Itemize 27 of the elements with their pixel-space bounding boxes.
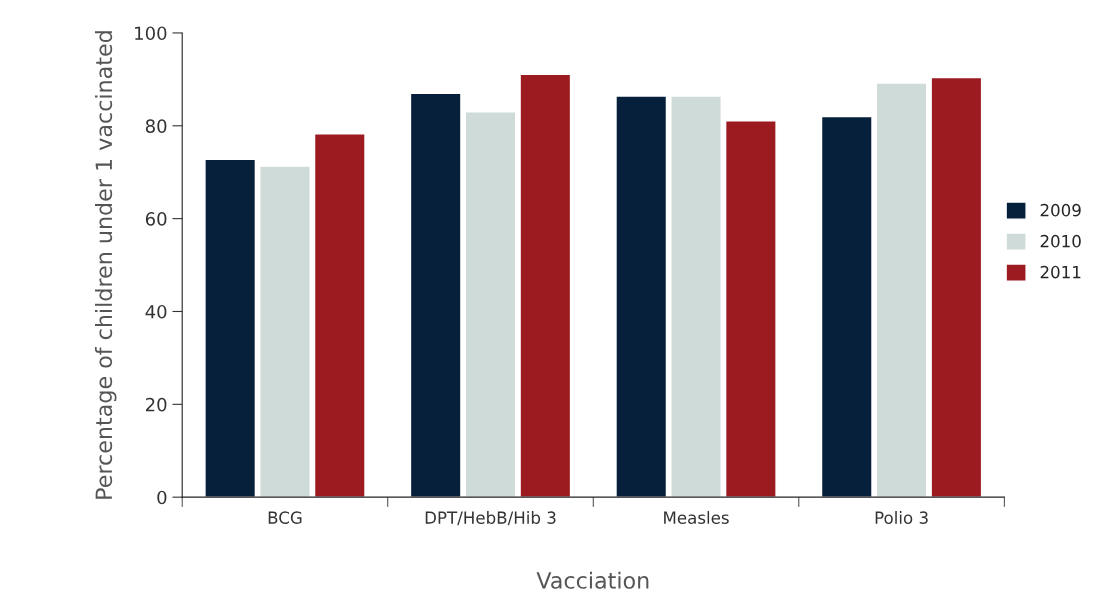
y-tick-label: 80: [145, 119, 167, 133]
y-tick-label: 100: [135, 26, 167, 41]
bar: [875, 82, 928, 498]
x-axis-title: Vacciation: [536, 571, 649, 589]
x-tick-label: Polio 3: [875, 511, 928, 524]
x-tick-label: BCG: [268, 511, 302, 524]
legend-label: 2010: [1040, 234, 1081, 248]
bar: [313, 132, 366, 498]
y-tick-label: 20: [145, 397, 167, 412]
bar: [519, 73, 572, 498]
x-tick-label: Measles: [664, 511, 729, 524]
bar: [670, 95, 722, 498]
y-tick-label: 0: [157, 490, 167, 505]
bar: [204, 158, 257, 498]
y-tick-label: 40: [145, 304, 167, 319]
bar: [930, 76, 983, 498]
legend-label: 2009: [1040, 203, 1081, 217]
bar: [464, 111, 517, 498]
bar: [615, 95, 668, 498]
x-tick-label: DPT/HebB/Hib 3: [425, 511, 556, 526]
y-tick-label: 60: [145, 212, 167, 226]
bar: [259, 165, 311, 498]
bar: [724, 119, 777, 498]
y-axis-title: Percentage of children under 1 vaccinated: [94, 31, 117, 499]
legend-label: 2011: [1040, 265, 1081, 279]
bar: [409, 92, 462, 498]
bar: [820, 115, 873, 498]
